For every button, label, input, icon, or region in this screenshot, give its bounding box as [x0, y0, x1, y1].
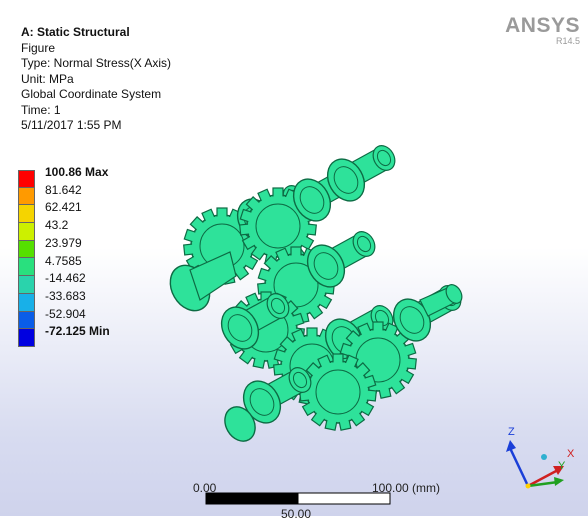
gear-shaft-unit	[169, 251, 237, 312]
legend-label: -33.683	[45, 288, 86, 303]
info-line-unit: Unit: MPa	[21, 71, 74, 86]
legend-swatch	[18, 240, 35, 259]
legend-label: 81.642	[45, 182, 82, 197]
legend-label: -14.462	[45, 271, 86, 286]
legend-label-min: -72.125 Min	[45, 324, 110, 339]
legend-swatch	[18, 170, 35, 188]
legend-swatch	[18, 293, 35, 312]
info-line-time: Time: 1	[21, 102, 61, 117]
info-line-type: Type: Normal Stress(X Axis)	[21, 56, 172, 70]
legend-swatch	[18, 311, 35, 330]
legend-swatch	[18, 258, 35, 277]
legend-swatch	[18, 205, 35, 224]
legend-swatch	[18, 329, 35, 347]
legend-labels: 100.86 Max 81.642 62.421 43.2 23.979 4.7…	[45, 164, 110, 341]
triad-y-label: Y	[558, 460, 566, 472]
legend-label-max: 100.86 Max	[45, 165, 109, 179]
info-line-date: 5/11/2017 1:55 PM	[21, 118, 122, 132]
logo-version: R14.5	[555, 36, 580, 46]
analysis-title: A: Static Structural	[21, 25, 130, 39]
ansys-logo: ANSYS R14.5	[505, 14, 580, 46]
triad-z-label: Z	[508, 426, 515, 438]
result-info-panel: A: Static Structural Figure Type: Normal…	[21, 25, 171, 134]
legend-color-bar	[18, 170, 35, 347]
coordinate-triad[interactable]: Z X Y	[496, 426, 582, 495]
y-arrow-icon	[554, 477, 564, 486]
legend-label: 23.979	[45, 235, 82, 250]
triad-iso-ball-icon[interactable]	[541, 454, 547, 460]
legend-label: 62.421	[45, 200, 82, 215]
x-axis	[527, 468, 559, 488]
gear-shaft-unit	[224, 406, 256, 442]
x-arrow-icon	[553, 466, 564, 475]
y-axis	[527, 480, 559, 488]
legend-swatch	[18, 276, 35, 294]
z-arrow-icon	[506, 440, 516, 452]
legend-swatch	[18, 223, 35, 241]
logo-name: ANSYS	[505, 14, 580, 37]
legend-swatch	[18, 187, 35, 206]
info-line-figure: Figure	[21, 40, 56, 55]
triad-origin-icon	[525, 483, 531, 489]
legend-label: 43.2	[45, 218, 69, 233]
info-line-coordinate-system: Global Coordinate System	[21, 87, 162, 101]
triad-x-label: X	[567, 448, 575, 460]
z-axis	[508, 447, 530, 487]
gear-shaft-unit	[419, 284, 463, 317]
legend-label: -52.904	[45, 306, 86, 321]
legend-label: 4.7585	[45, 253, 82, 268]
